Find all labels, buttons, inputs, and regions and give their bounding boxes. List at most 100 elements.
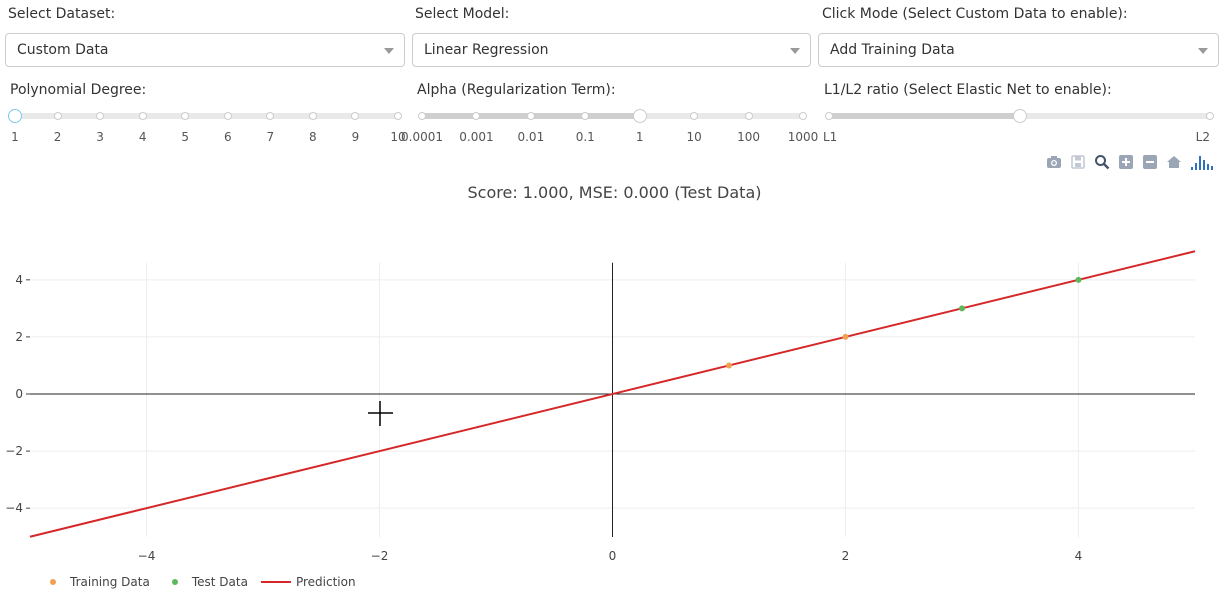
slider-track-fill [829, 113, 1020, 119]
chart-tick-labels: −4 −2 0 2 4 −4 −2 0 2 4 [5, 273, 1082, 563]
chevron-down-icon [1198, 48, 1208, 54]
l1l2-slider[interactable]: L1 L2 [823, 109, 1214, 144]
zoom-out-icon[interactable] [1141, 153, 1159, 171]
zoom-icon[interactable] [1093, 153, 1111, 171]
slider-mark-dot[interactable] [53, 112, 62, 120]
slider-mark-dot[interactable] [181, 112, 190, 120]
click-mode-dropdown[interactable]: Add Training Data [818, 33, 1219, 67]
legend-label-training: Training Data [70, 575, 150, 589]
slider-mark-dot[interactable] [690, 112, 699, 120]
slider-mark-label: 7 [266, 130, 275, 144]
slider-mark-label: 0.1 [575, 130, 595, 144]
y-tick-label: 0 [15, 387, 23, 401]
x-tick-label: 0 [609, 549, 617, 563]
training-data-point [842, 333, 849, 340]
y-tick-label: 2 [15, 330, 23, 344]
click-mode-dropdown-value: Add Training Data [830, 42, 955, 58]
home-icon[interactable] [1165, 153, 1183, 171]
slider-mark-dot[interactable] [223, 112, 232, 120]
slider-mark-label: 10 [686, 130, 702, 144]
dataset-dropdown[interactable]: Custom Data [5, 33, 405, 67]
degree-slider-label: Polynomial Degree: [10, 82, 147, 98]
training-data-point [726, 362, 732, 369]
slider-mark-dot[interactable] [744, 112, 753, 120]
test-data-point [959, 305, 965, 312]
model-label: Select Model: [415, 6, 510, 22]
slider-mark-label: 10 [390, 130, 406, 144]
x-tick-label: 4 [1075, 549, 1083, 563]
slider-mark-dot[interactable] [351, 112, 360, 120]
y-tick-label: 4 [15, 273, 23, 287]
slider-handle[interactable] [8, 109, 22, 123]
prediction-line-icon [260, 575, 292, 589]
slider-mark-label: L1 [823, 130, 838, 144]
chevron-down-icon [384, 48, 394, 54]
chart-legend: Training Data Test Data Prediction [40, 575, 368, 589]
slider-rail[interactable] [15, 113, 398, 119]
slider-mark-label: 1 [635, 130, 644, 144]
slider-handle[interactable] [1012, 109, 1027, 123]
score-text: Score: 1.000, MSE: 0.000 (Test Data) [467, 183, 762, 202]
slider-mark-label: 9 [351, 130, 360, 144]
slider-mark-dot[interactable] [394, 112, 402, 120]
model-dropdown-value: Linear Regression [424, 42, 549, 58]
slider-mark-dot[interactable] [581, 112, 590, 120]
y-tick-label: −2 [5, 444, 23, 458]
legend-item-test[interactable]: Test Data [162, 575, 248, 589]
slider-mark-dot[interactable] [1206, 112, 1214, 120]
test-data-point [1075, 276, 1082, 283]
slider-mark-label: 6 [223, 130, 232, 144]
x-tick-label: 2 [842, 549, 850, 563]
slider-mark-label: 100 [737, 130, 761, 144]
slider-mark-dot[interactable] [526, 112, 535, 120]
y-tick-label: −4 [5, 501, 23, 515]
x-tick-label: −4 [138, 549, 156, 563]
slider-mark-dot[interactable] [799, 112, 807, 120]
slider-mark-label: 0.0001 [401, 130, 443, 144]
alpha-slider[interactable]: 0.0001 0.001 0.01 0.1 1 10 100 1000 [401, 109, 818, 144]
slider-mark-label: 1 [11, 130, 19, 144]
legend-item-training[interactable]: Training Data [40, 575, 150, 589]
slider-handle[interactable] [632, 109, 647, 123]
alpha-slider-label: Alpha (Regularization Term): [417, 82, 616, 98]
l1l2-slider-label: L1/L2 ratio (Select Elastic Net to enabl… [824, 82, 1112, 98]
legend-label-test: Test Data [191, 575, 248, 589]
slider-mark-label: 5 [181, 130, 190, 144]
click-mode-label: Click Mode (Select Custom Data to enable… [822, 6, 1128, 22]
slider-mark-label: 3 [96, 130, 104, 144]
slider-mark-label: 4 [138, 130, 147, 144]
slider-mark-dot[interactable] [825, 112, 833, 120]
training-marker-icon [40, 575, 66, 589]
slider-mark-dot[interactable] [308, 112, 317, 120]
slider-mark-label: 8 [309, 130, 317, 144]
slider-mark-label: 0.01 [517, 130, 545, 144]
save-icon[interactable] [1069, 153, 1087, 171]
crosshair-cursor [368, 401, 393, 426]
x-tick-label: −2 [371, 549, 389, 563]
plotly-logo-icon[interactable] [1189, 153, 1215, 171]
slider-mark-label: L2 [1195, 130, 1210, 144]
legend-label-prediction: Prediction [295, 575, 356, 589]
slider-mark-label: 0.001 [459, 130, 494, 144]
chart-series [29, 250, 1196, 538]
camera-icon[interactable] [1045, 153, 1063, 171]
slider-mark-label: 1000 [787, 130, 819, 144]
slider-mark-label: 2 [53, 130, 62, 144]
chart-axes [30, 262, 1195, 537]
prediction-line [29, 250, 1196, 538]
chevron-down-icon [790, 48, 800, 54]
regression-chart[interactable]: −4 −2 0 2 4 −4 −2 0 2 4 [0, 0, 1229, 570]
slider-mark-dot[interactable] [266, 112, 275, 120]
zoom-in-icon[interactable] [1117, 153, 1135, 171]
degree-slider[interactable]: 1 2 3 4 5 6 7 8 9 10 [8, 109, 406, 144]
legend-item-prediction[interactable]: Prediction [260, 575, 356, 589]
slider-mark-dot[interactable] [472, 112, 481, 120]
slider-mark-dot[interactable] [418, 112, 426, 120]
slider-mark-dot[interactable] [96, 112, 105, 120]
dataset-dropdown-value: Custom Data [17, 42, 109, 58]
slider-mark-dot[interactable] [138, 112, 147, 120]
plot-toolbar [1045, 153, 1215, 171]
dataset-label: Select Dataset: [8, 6, 116, 22]
model-dropdown[interactable]: Linear Regression [412, 33, 811, 67]
test-marker-icon [162, 575, 188, 589]
